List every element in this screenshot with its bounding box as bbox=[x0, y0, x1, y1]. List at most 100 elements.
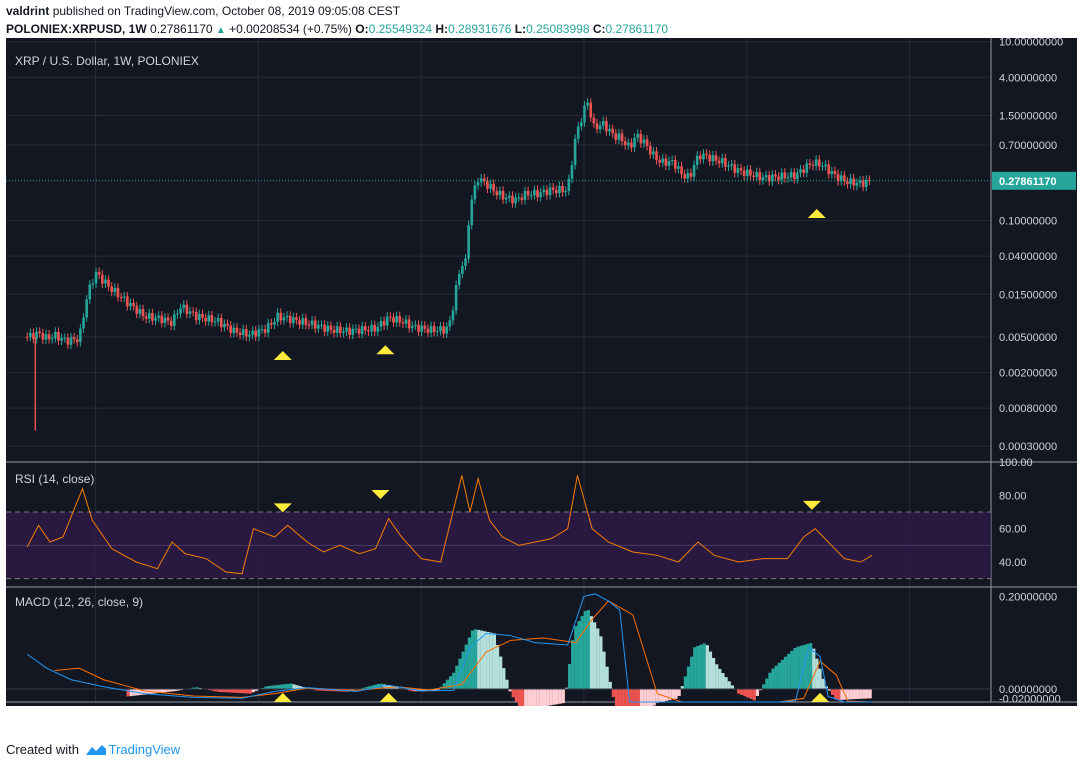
candle-body bbox=[858, 180, 862, 183]
candle-body bbox=[385, 316, 389, 326]
candle-body bbox=[711, 155, 715, 162]
candle-body bbox=[786, 177, 790, 179]
macd-histogram-bar bbox=[470, 630, 475, 690]
macd-histogram-bar bbox=[809, 643, 813, 690]
candle-body bbox=[451, 310, 455, 321]
macd-histogram-bar bbox=[279, 684, 284, 690]
y-tick-label: 0.10000000 bbox=[999, 216, 1057, 228]
macd-histogram-bar bbox=[326, 689, 331, 691]
macd-histogram-bar bbox=[827, 689, 832, 691]
candle-body bbox=[520, 197, 524, 200]
candle-body bbox=[658, 160, 661, 163]
candle-body bbox=[66, 337, 70, 345]
candle-body bbox=[677, 166, 680, 169]
candle-body bbox=[692, 164, 696, 177]
candle-body bbox=[627, 142, 630, 146]
candle-body bbox=[771, 174, 774, 182]
macd-histogram-bar bbox=[821, 678, 825, 690]
macd-histogram-bar bbox=[752, 689, 756, 701]
price-marker-triangle bbox=[273, 351, 292, 361]
macd-histogram-bar bbox=[799, 645, 803, 690]
candle-body bbox=[861, 180, 865, 187]
rsi-pane-title: RSI (14, close) bbox=[15, 472, 94, 486]
candle-body bbox=[338, 326, 342, 334]
candle-body bbox=[720, 158, 724, 164]
candle-body bbox=[614, 133, 618, 140]
macd-histogram-bar bbox=[314, 689, 318, 691]
candle-body bbox=[598, 125, 602, 130]
candle-body bbox=[689, 172, 693, 177]
macd-histogram-bar bbox=[361, 687, 365, 690]
candle-body bbox=[69, 337, 73, 345]
macd-histogram-bar bbox=[129, 689, 133, 697]
candle-body bbox=[501, 190, 505, 200]
macd-histogram-bar bbox=[495, 644, 500, 690]
macd-histogram-bar bbox=[693, 647, 697, 690]
candle-body bbox=[226, 323, 229, 326]
macd-histogram-bar bbox=[865, 689, 869, 699]
macd-histogram-bar bbox=[671, 689, 675, 700]
candle-body bbox=[714, 155, 718, 161]
candle-body bbox=[213, 321, 217, 323]
author-name[interactable]: valdrint bbox=[6, 4, 50, 18]
macd-histogram-bar bbox=[351, 689, 356, 691]
candle-body bbox=[307, 324, 311, 326]
candle-body bbox=[326, 325, 330, 332]
macd-histogram-bar bbox=[367, 686, 371, 690]
macd-histogram-bar bbox=[392, 686, 396, 690]
tradingview-logo-icon[interactable] bbox=[85, 743, 107, 757]
candle-body bbox=[113, 287, 117, 292]
candle-body bbox=[583, 105, 586, 123]
rsi-line bbox=[26, 475, 873, 575]
macd-histogram-bar bbox=[840, 689, 844, 700]
macd-histogram-bar bbox=[765, 678, 769, 690]
candle-body bbox=[639, 133, 643, 144]
macd-histogram-bar bbox=[320, 689, 324, 691]
candle-body bbox=[580, 122, 583, 127]
close-label: C: bbox=[592, 22, 606, 36]
candle-body bbox=[423, 325, 427, 329]
macd-histogram-bar bbox=[636, 689, 641, 706]
macd-histogram-bar bbox=[580, 616, 584, 690]
macd-histogram-bar bbox=[261, 687, 265, 690]
candle-body bbox=[147, 313, 151, 319]
candle-body bbox=[154, 317, 157, 321]
candle-body bbox=[310, 320, 314, 325]
macd-histogram-bar bbox=[768, 672, 772, 690]
macd-histogram-bar bbox=[145, 689, 149, 695]
macd-histogram-bar bbox=[154, 689, 158, 694]
candle-body bbox=[420, 325, 423, 332]
price-marker-triangle bbox=[376, 345, 395, 355]
candle-body bbox=[796, 172, 799, 180]
candle-body bbox=[780, 172, 784, 180]
macd-signal-line bbox=[54, 600, 873, 703]
macd-histogram-bar bbox=[486, 631, 490, 690]
candle-body bbox=[442, 326, 445, 334]
macd-histogram-bar bbox=[376, 683, 381, 690]
macd-histogram-bar bbox=[711, 657, 716, 690]
macd-histogram-bar bbox=[474, 629, 478, 690]
macd-histogram-bar bbox=[589, 616, 594, 690]
candle-body bbox=[482, 178, 486, 182]
y-tick-label: 0.00200000 bbox=[999, 368, 1057, 380]
tradingview-link[interactable]: TradingView bbox=[108, 742, 181, 757]
publish-info: valdrint published on TradingView.com, O… bbox=[6, 4, 400, 18]
macd-histogram-bar bbox=[705, 645, 709, 690]
macd-histogram-bar bbox=[724, 677, 728, 690]
candle-body bbox=[335, 326, 339, 333]
candle-body bbox=[107, 279, 110, 287]
candle-body bbox=[724, 158, 727, 167]
chart-area[interactable]: 20152016201720182019202010.000000004.000… bbox=[6, 38, 1077, 706]
candle-body bbox=[176, 313, 179, 315]
candle-body bbox=[708, 154, 712, 162]
candle-body bbox=[526, 190, 530, 196]
candle-body bbox=[348, 327, 351, 335]
candle-body bbox=[652, 151, 655, 155]
candle-body bbox=[194, 311, 198, 321]
candle-body bbox=[661, 158, 665, 163]
macd-histogram-bar bbox=[571, 640, 575, 690]
macd-histogram-bar bbox=[508, 689, 512, 692]
y-tick-label: 0.70000000 bbox=[999, 140, 1057, 152]
candle-body bbox=[304, 318, 308, 325]
macd-histogram-bar bbox=[317, 689, 321, 691]
